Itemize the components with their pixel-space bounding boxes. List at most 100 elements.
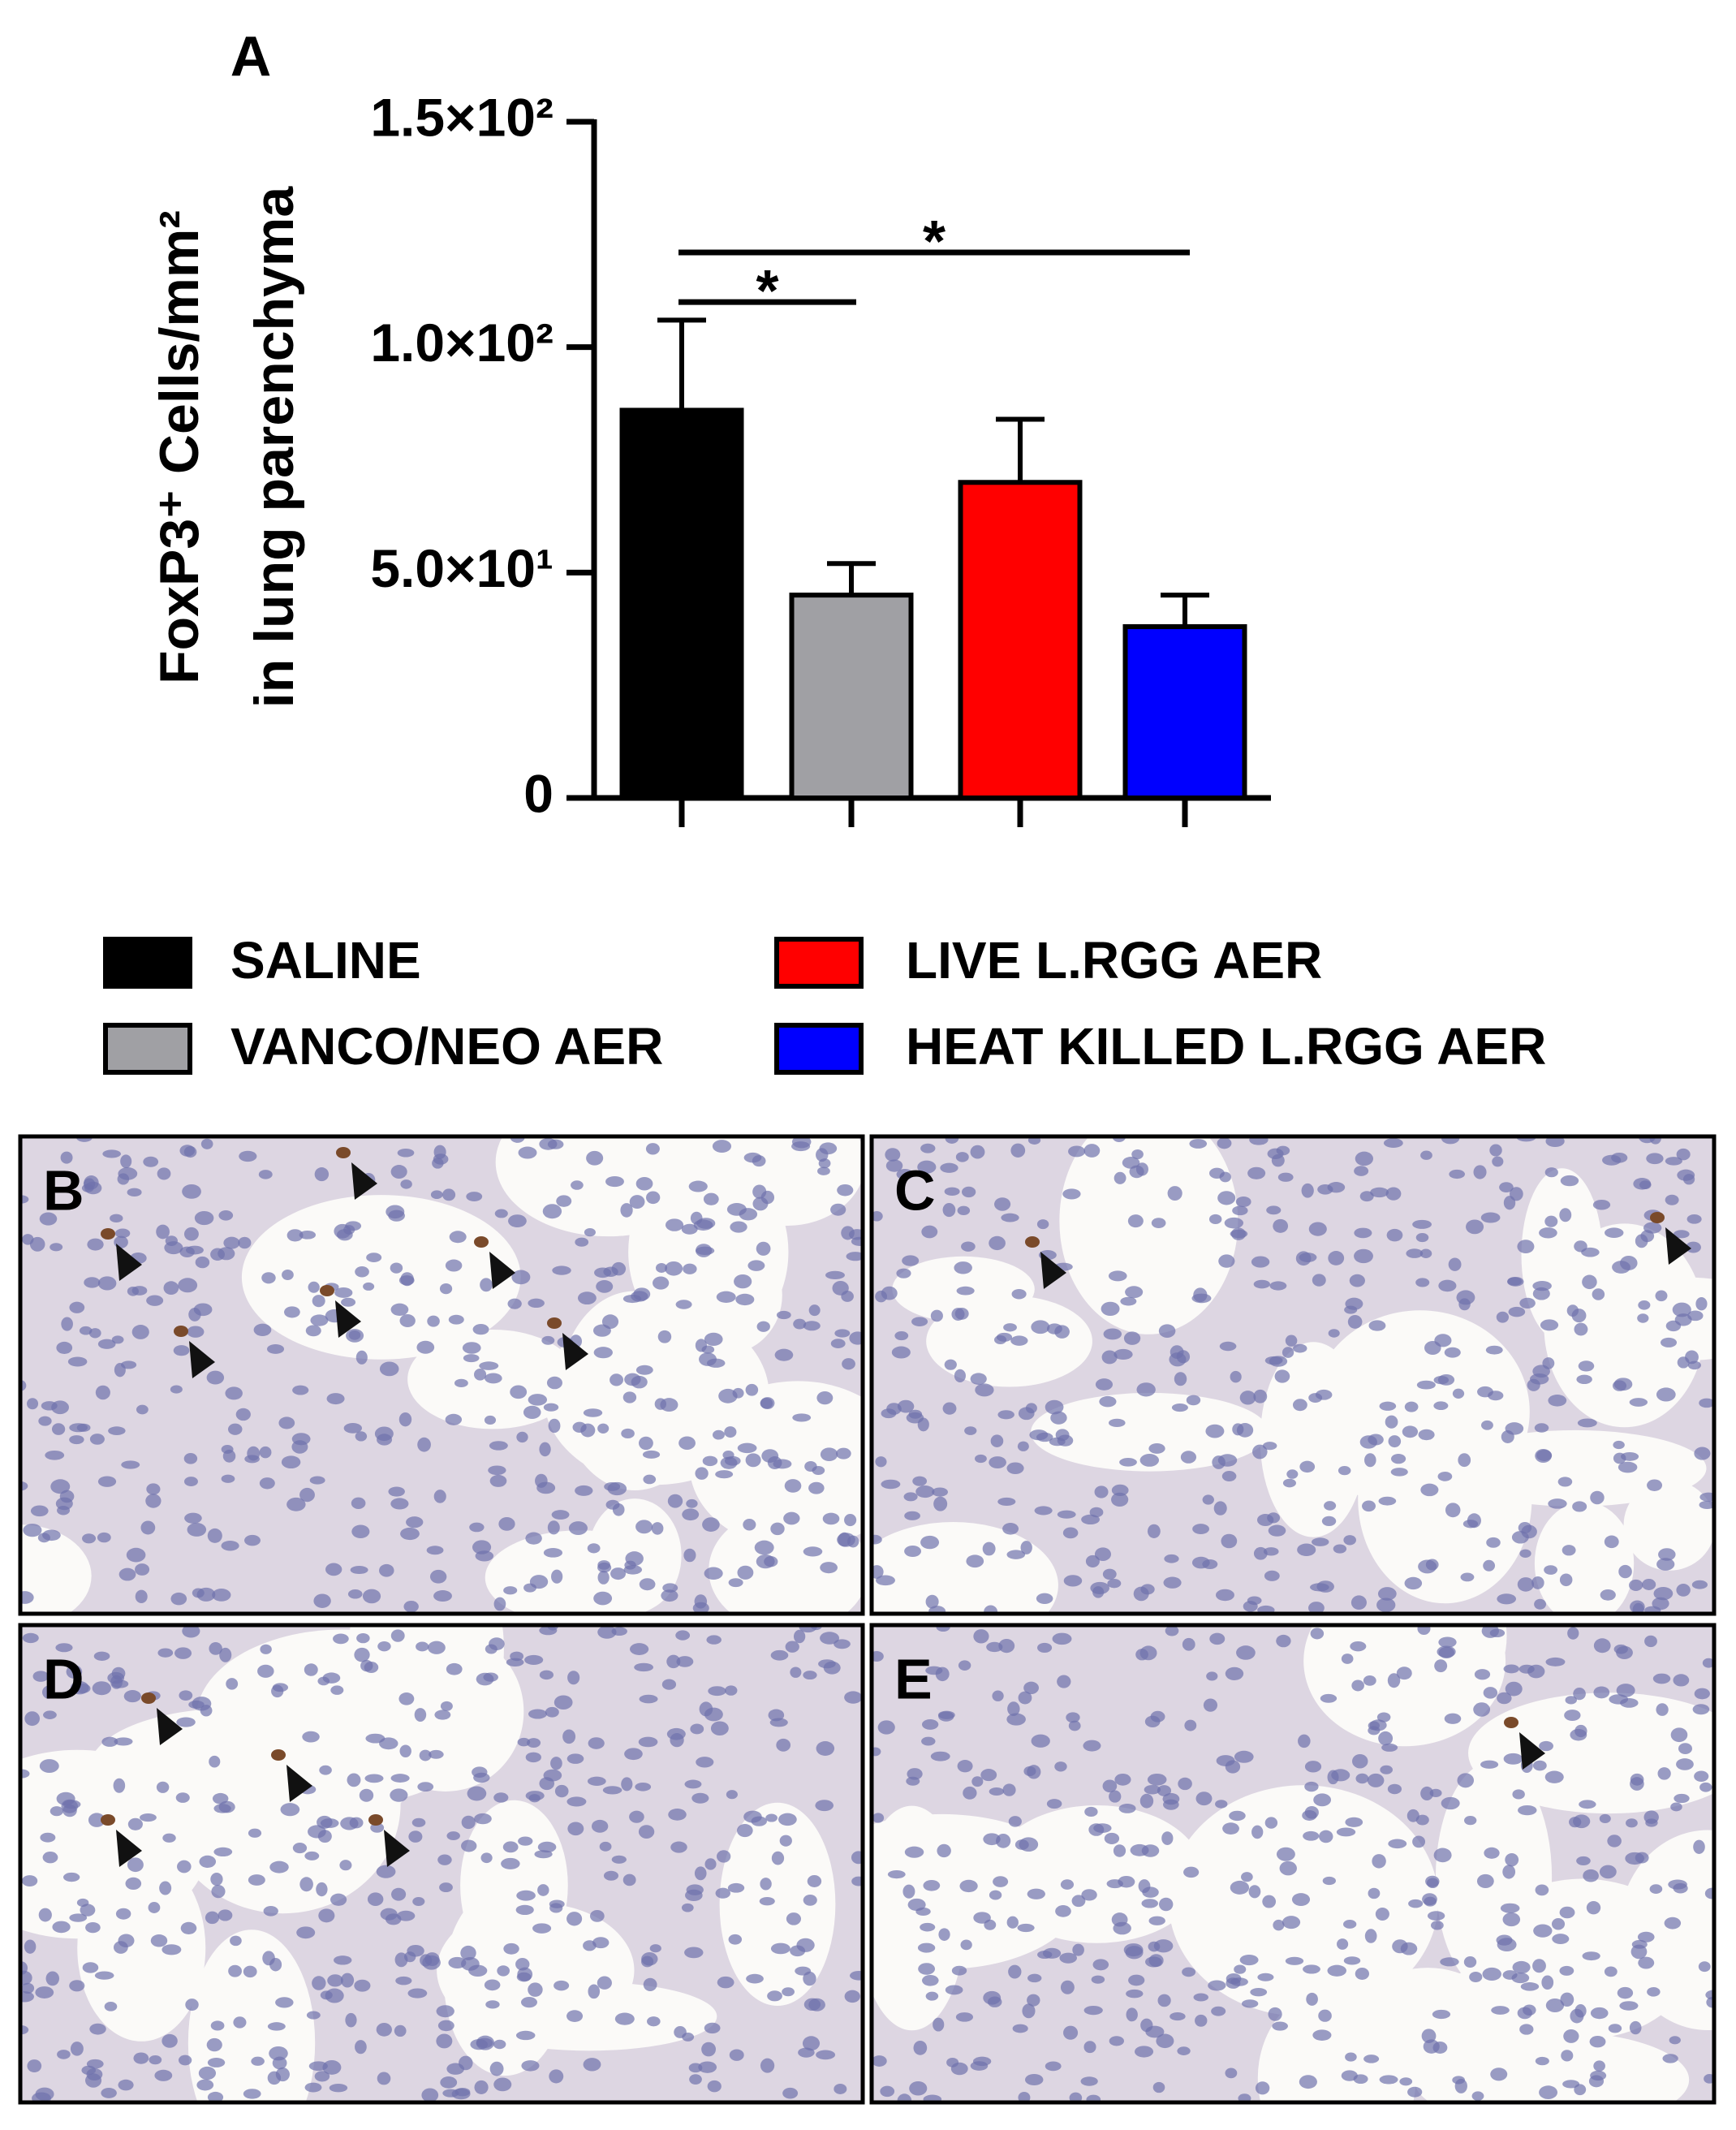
nucleus — [597, 1570, 610, 1585]
nucleus — [325, 1563, 342, 1576]
nucleus — [159, 1881, 172, 1895]
nucleus — [228, 1964, 242, 1977]
nucleus — [330, 1685, 344, 1695]
nucleus — [365, 1733, 386, 1744]
nucleus — [494, 1209, 508, 1218]
nucleus — [198, 2066, 217, 2080]
nucleus — [1359, 1191, 1374, 1202]
nucleus — [954, 1369, 966, 1383]
nucleus — [665, 1261, 683, 1276]
nucleus — [970, 1145, 985, 1159]
nucleus — [1091, 1975, 1105, 1984]
nucleus — [1363, 2055, 1380, 2063]
nucleus — [694, 1866, 707, 1881]
nucleus — [1420, 1786, 1434, 1801]
nucleus — [990, 1434, 1004, 1447]
nucleus — [1693, 1839, 1705, 1854]
nucleus — [577, 1291, 597, 1305]
nucleus — [1376, 1712, 1391, 1723]
nucleus — [529, 1575, 549, 1589]
nucleus — [704, 2022, 721, 2034]
nucleus — [597, 1976, 612, 1990]
nucleus — [1050, 1411, 1067, 1425]
nucleus — [1545, 1998, 1565, 2013]
nucleus — [1350, 1641, 1367, 1652]
nucleus — [304, 1663, 318, 1676]
nucleus — [908, 1409, 923, 1419]
nucleus — [1276, 1145, 1290, 1156]
nucleus — [1273, 1218, 1289, 1233]
nucleus — [1464, 1815, 1477, 1826]
nucleus — [32, 1671, 49, 1682]
nucleus — [1138, 1879, 1151, 1894]
nucleus — [1298, 1734, 1311, 1748]
nucleus — [960, 1939, 972, 1951]
nucleus — [802, 2036, 821, 2051]
nucleus — [1613, 1440, 1625, 1450]
nucleus — [584, 1227, 596, 1237]
nucleus — [1141, 1899, 1159, 1908]
nucleus — [1062, 1527, 1079, 1539]
nucleus — [248, 1828, 262, 1838]
nucleus — [730, 1221, 747, 1233]
nucleus — [127, 1188, 142, 1197]
nucleus — [778, 1813, 797, 1826]
nucleus — [1008, 1964, 1022, 1979]
nucleus — [1273, 1919, 1285, 1931]
nucleus — [126, 1547, 146, 1563]
nucleus — [1018, 1691, 1032, 1705]
nucleus — [1010, 1143, 1026, 1158]
nucleus — [408, 1830, 423, 1843]
nucleus — [743, 1810, 762, 1823]
nucleus — [872, 1534, 882, 1545]
nucleus — [1418, 1429, 1435, 1441]
nucleus — [1668, 1879, 1687, 1890]
nucleus — [1148, 1954, 1164, 1968]
nucleus — [82, 1962, 99, 1973]
nucleus — [704, 1858, 717, 1870]
nucleus — [1022, 2003, 1036, 2019]
nucleus — [322, 2059, 342, 2075]
nucleus — [940, 1162, 958, 1173]
nucleus — [489, 2061, 504, 2076]
nucleus — [776, 1310, 791, 1320]
nucleus — [1503, 1753, 1523, 1765]
nucleus — [420, 1954, 433, 1967]
nucleus — [1559, 1965, 1574, 1976]
nucleus — [1372, 1854, 1386, 1869]
nucleus — [416, 1641, 429, 1652]
nucleus — [546, 1376, 562, 1390]
nucleus — [1006, 1462, 1024, 1475]
nucleus — [1599, 1813, 1611, 1824]
nucleus — [333, 1633, 349, 1645]
nucleus — [205, 1911, 220, 1925]
nucleus — [1626, 1818, 1638, 1828]
nucleus — [957, 1760, 973, 1773]
nucleus — [50, 1479, 71, 1494]
nucleus — [1338, 1465, 1351, 1476]
nucleus — [114, 1737, 133, 1746]
nucleus — [921, 1718, 939, 1730]
nucleus — [1031, 1734, 1050, 1748]
nucleus — [1552, 1934, 1570, 1945]
nucleus — [1640, 1230, 1655, 1243]
nucleus — [1193, 1993, 1208, 2002]
nucleus — [1264, 1570, 1280, 1581]
nucleus — [639, 1578, 656, 1591]
nucleus — [647, 2016, 661, 2027]
nucleus — [1203, 1698, 1218, 1712]
nucleus — [432, 1158, 444, 1169]
nucleus — [1533, 1924, 1553, 1938]
nucleus — [1072, 1943, 1084, 1956]
nucleus — [690, 1723, 704, 1735]
nucleus — [537, 1884, 549, 1896]
nucleus — [1399, 2077, 1413, 2086]
nucleus — [390, 1165, 407, 1179]
nucleus — [162, 1944, 182, 1955]
nucleus — [1541, 1975, 1554, 1990]
nucleus — [776, 1738, 791, 1752]
nucleus — [1691, 1580, 1708, 1589]
nucleus — [176, 1717, 196, 1727]
nucleus — [1618, 1564, 1632, 1579]
nucleus — [1148, 1916, 1165, 1925]
